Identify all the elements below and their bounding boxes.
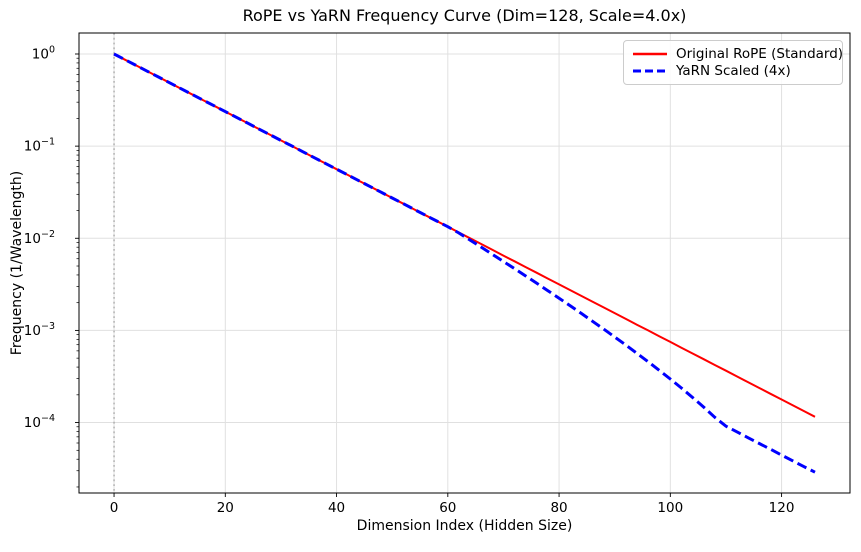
y-tick-label: 10−1 <box>24 137 55 155</box>
yarn-curve <box>113 52 816 474</box>
rope-line-swatch <box>633 52 667 55</box>
y-tick-label: 10−2 <box>24 229 55 247</box>
chart-title: RoPE vs YaRN Frequency Curve (Dim=128, S… <box>242 6 687 25</box>
x-tick-label: 40 <box>328 500 345 516</box>
y-tick-label: 10−3 <box>24 321 55 339</box>
x-tick-label: 60 <box>439 500 456 516</box>
legend-label-rope: Original RoPE (Standard) <box>676 45 844 62</box>
x-tick-label: 0 <box>110 500 119 516</box>
legend: Original RoPE (Standard) YaRN Scaled (4x… <box>623 40 843 85</box>
x-tick-label: 80 <box>550 500 567 516</box>
x-tick-label: 100 <box>657 500 683 516</box>
legend-label-yarn: YaRN Scaled (4x) <box>676 63 791 80</box>
axes-spines <box>78 32 851 494</box>
x-axis-label: Dimension Index (Hidden Size) <box>356 518 573 534</box>
legend-item-yarn: YaRN Scaled (4x) <box>632 63 834 79</box>
legend-item-rope: Original RoPE (Standard) <box>632 46 843 62</box>
x-tick-label: 20 <box>217 500 234 516</box>
y-tick-label: 100 <box>32 44 55 62</box>
x-tick-label: 120 <box>769 500 795 516</box>
yarn-line-swatch <box>633 69 667 73</box>
y-tick-label: 10−4 <box>24 413 55 431</box>
